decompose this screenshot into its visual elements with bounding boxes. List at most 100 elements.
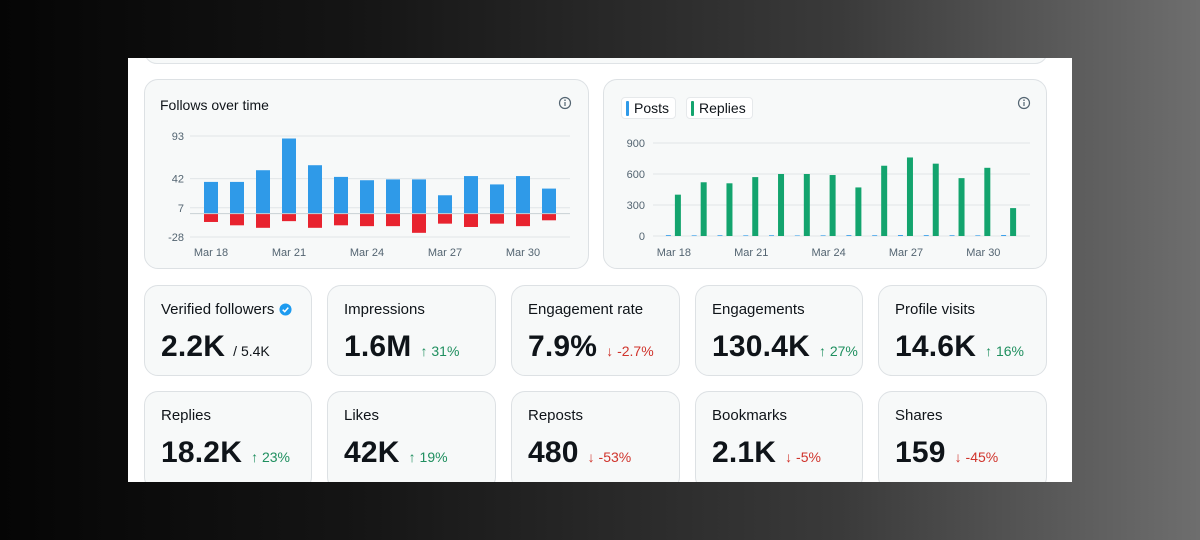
metric-value: 130.4K	[712, 330, 810, 363]
y-tick-label: 93	[172, 131, 184, 143]
replies-bar	[829, 175, 836, 236]
loss-bar	[464, 213, 478, 227]
metric-label-text: Verified followers	[161, 301, 275, 318]
metric-change: ↓ -53%	[587, 449, 632, 465]
posts-bar	[846, 235, 852, 236]
legend-posts[interactable]: Posts	[621, 97, 677, 119]
loss-bar	[334, 213, 348, 226]
metric-value: 480	[528, 436, 579, 469]
legend-replies-label: Replies	[699, 100, 746, 116]
metric-value: 14.6K	[895, 330, 977, 363]
metric-value-row: 2.2K / 5.4K	[161, 330, 270, 364]
posts-bar	[820, 235, 826, 236]
x-tick-label: Mar 30	[506, 247, 540, 259]
posts-bar	[665, 235, 671, 236]
metric-value-row: 7.9% ↓ -2.7%	[528, 330, 654, 364]
follows-chart: 93 42 7 -28 Mar 18 Mar 21 Mar 24 Mar 27 Mar 30	[168, 131, 570, 259]
y-tick-label: 600	[627, 169, 645, 181]
loss-bar	[308, 213, 322, 228]
metric-label: Reposts	[528, 407, 584, 424]
posts-bar	[897, 235, 903, 236]
loss-bar	[490, 213, 504, 224]
replies-bar	[778, 174, 785, 236]
metric-change: ↓ -2.7%	[606, 343, 654, 359]
posts-bar	[794, 235, 800, 236]
metric-value-row: 130.4K ↑ 27%	[712, 330, 858, 364]
metric-value-row: 2.1K ↓ -5%	[712, 436, 821, 470]
gain-bar	[308, 165, 322, 214]
replies-bar	[1010, 208, 1017, 236]
metric-change: ↓ -5%	[785, 449, 821, 465]
posts-swatch	[626, 100, 629, 116]
posts-bar	[691, 235, 697, 236]
metric-value-row: 18.2K ↑ 23%	[161, 436, 290, 470]
x-tick-label: Mar 18	[194, 247, 228, 259]
gain-bar	[464, 176, 478, 214]
y-tick-label: 300	[627, 200, 645, 212]
replies-bar	[958, 178, 965, 236]
metric-card-shares[interactable]: Shares 159 ↓ -45%	[878, 391, 1047, 482]
metric-value-row: 42K ↑ 19%	[344, 436, 448, 470]
replies-bar	[906, 157, 913, 236]
metric-card-profile-visits[interactable]: Profile visits 14.6K ↑ 16%	[878, 285, 1047, 376]
legend-replies[interactable]: Replies	[686, 97, 753, 119]
metric-value: 2.1K	[712, 436, 777, 469]
metric-card-likes[interactable]: Likes 42K ↑ 19%	[327, 391, 496, 482]
metric-label: Impressions	[344, 301, 425, 318]
x-tick-label: Mar 24	[350, 247, 384, 259]
gain-bar	[204, 181, 218, 214]
metric-value: 2.2K	[161, 330, 226, 363]
metric-card-reposts[interactable]: Reposts 480 ↓ -53%	[511, 391, 680, 482]
loss-bar	[438, 213, 452, 224]
replies-swatch	[691, 100, 695, 116]
metric-value: 7.9%	[528, 330, 598, 363]
metric-value: 42K	[344, 436, 400, 469]
metric-change: ↑ 19%	[408, 449, 448, 465]
metric-card-verified-followers[interactable]: Verified followers 2.2K / 5.4K	[144, 285, 312, 376]
replies-bar	[803, 174, 810, 236]
replies-bar	[726, 183, 733, 236]
activity-chart: 900 600 300 0 Mar 18 Mar 21 Mar 24 Mar 27 Mar 30	[627, 138, 1030, 259]
previous-card-edge	[144, 58, 1048, 64]
x-tick-label: Mar 27	[428, 247, 462, 259]
follows-chart-card: Follows over time 93 42 7 -28 Mar 18 Mar 21 Ma…	[144, 79, 589, 269]
posts-bar	[769, 235, 775, 236]
gain-bar	[360, 180, 374, 214]
loss-bar	[204, 213, 218, 222]
metric-label: Bookmarks	[712, 407, 788, 424]
x-tick-label: Mar 30	[966, 247, 1000, 259]
gain-bar	[412, 179, 426, 214]
metric-value: 18.2K	[161, 436, 243, 469]
posts-bar	[975, 235, 981, 236]
metric-card-engagement-rate[interactable]: Engagement rate 7.9% ↓ -2.7%	[511, 285, 680, 376]
metric-label: Shares	[895, 407, 943, 424]
metric-total: / 5.4K	[233, 343, 270, 359]
y-tick-label: 900	[627, 138, 645, 150]
x-tick-label: Mar 21	[734, 247, 768, 259]
loss-bar	[542, 213, 556, 221]
x-tick-label: Mar 27	[889, 247, 923, 259]
y-tick-label: -28	[168, 232, 184, 244]
loss-bar	[386, 213, 400, 227]
loss-bar	[282, 213, 296, 222]
analytics-screen: Follows over time 93 42 7 -28 Mar 18 Mar 21 Ma…	[128, 58, 1072, 482]
loss-bar	[360, 213, 374, 227]
replies-bar	[855, 187, 862, 236]
info-icon[interactable]	[558, 96, 572, 110]
follows-chart-title: Follows over time	[160, 97, 269, 113]
metric-card-bookmarks[interactable]: Bookmarks 2.1K ↓ -5%	[695, 391, 863, 482]
replies-bar	[674, 194, 681, 236]
metric-label: Engagement rate	[528, 301, 644, 318]
x-tick-label: Mar 24	[811, 247, 845, 259]
info-icon[interactable]	[1017, 96, 1031, 110]
gain-bar	[438, 195, 452, 214]
replies-bar	[932, 163, 939, 236]
y-tick-label: 0	[639, 231, 645, 243]
metric-card-impressions[interactable]: Impressions 1.6M ↑ 31%	[327, 285, 496, 376]
gain-bar	[282, 138, 296, 214]
metric-card-replies[interactable]: Replies 18.2K ↑ 23%	[144, 391, 312, 482]
metric-value-row: 480 ↓ -53%	[528, 436, 631, 470]
x-tick-label: Mar 18	[657, 247, 691, 259]
metric-change: ↑ 16%	[985, 343, 1024, 359]
metric-card-engagements[interactable]: Engagements 130.4K ↑ 27%	[695, 285, 863, 376]
